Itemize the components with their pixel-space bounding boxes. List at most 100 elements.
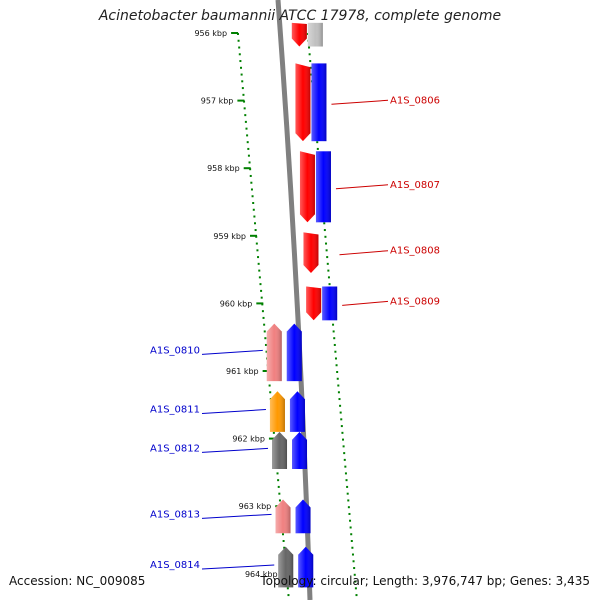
tick-mark — [256, 302, 264, 305]
tick-dot — [246, 134, 249, 137]
tick-dot — [308, 53, 311, 56]
gene-A1S_0808[interactable]: A1S_0808 — [303, 232, 440, 273]
gene-arrow-shade — [266, 323, 282, 382]
tick-dot — [333, 343, 336, 346]
gene-A1S_0813[interactable]: A1S_0813 — [150, 499, 311, 534]
tick-dot — [252, 202, 255, 204]
tick-dot — [344, 472, 347, 475]
tick-dot — [337, 384, 340, 387]
gene-label[interactable]: A1S_0810 — [150, 345, 200, 356]
tick-dot — [252, 208, 255, 211]
tick-dot — [334, 350, 337, 353]
gene-label-line — [342, 300, 389, 306]
tick-dot — [248, 161, 251, 164]
gene-A1S_0809[interactable]: A1S_0809 — [306, 286, 440, 321]
tick-dot — [254, 229, 257, 232]
tick-mark — [243, 167, 251, 170]
tick-dot — [254, 222, 257, 225]
tick-dot — [351, 546, 354, 549]
gene-A1S_0814[interactable]: A1S_0814 — [150, 546, 314, 588]
gene-label-line — [201, 513, 272, 519]
tick-marks: 956 kbp 957 kbp 958 kbp 959 kbp 960 kbp 961 k… — [194, 29, 289, 579]
gene-A1S_0811[interactable]: A1S_0811 — [150, 391, 305, 432]
tick-mark — [237, 99, 245, 102]
tick-dot — [237, 39, 240, 42]
tick-dot — [265, 350, 268, 353]
tick-dot — [250, 188, 253, 191]
tick-dot — [263, 323, 266, 326]
gene-arrow-shade — [286, 323, 302, 382]
tick-dot — [240, 73, 243, 76]
tick-dot — [327, 276, 330, 279]
genome-title: Acinetobacter baumannii ATCC 17978, comp… — [98, 8, 502, 24]
tick-dot — [262, 316, 265, 319]
gene-A1S_0806[interactable]: A1S_0806 — [295, 63, 440, 142]
tick-dot — [256, 249, 259, 252]
gene-label-line — [331, 99, 389, 105]
gene-A1S_0810[interactable]: A1S_0810 — [150, 323, 302, 382]
gene-arrow-shade — [291, 22, 307, 47]
tick-dot — [244, 120, 247, 123]
tick-dot — [309, 60, 312, 63]
gene-label[interactable]: A1S_0808 — [390, 246, 440, 257]
tick-dot — [328, 283, 331, 286]
accession-label: Accession: NC_009085 — [9, 574, 146, 588]
gene-track-shade — [322, 286, 338, 321]
tick-dot — [246, 141, 249, 144]
tick-dot — [345, 479, 348, 482]
tick-dot — [323, 222, 326, 225]
tick-dot — [257, 256, 260, 259]
tick-dot — [334, 357, 337, 360]
tick-dot — [263, 330, 266, 333]
tick-dot — [282, 540, 285, 542]
tick-dot — [261, 310, 264, 313]
tick-dot — [342, 438, 345, 441]
tick-dot — [347, 499, 350, 502]
gene-A1S_0807[interactable]: A1S_0807 — [299, 151, 440, 223]
gene-label[interactable]: A1S_0812 — [150, 443, 200, 454]
tick-dot — [342, 445, 345, 448]
gene-label[interactable]: A1S_0807 — [390, 180, 440, 191]
tick-dot — [264, 337, 267, 340]
tick-dot — [333, 337, 336, 340]
tick-label: 956 kbp — [194, 29, 227, 38]
gene-unnamed[interactable] — [291, 22, 323, 47]
tick-dot — [268, 384, 271, 387]
tick-label: 963 kbp — [239, 502, 272, 511]
tick-dot — [341, 431, 344, 434]
tick-dot — [278, 499, 281, 502]
tick-dot — [326, 262, 329, 265]
gene-label[interactable]: A1S_0814 — [150, 560, 200, 571]
gene-label-line — [201, 349, 263, 355]
gene-arrow-shade — [272, 431, 288, 470]
tick-dot — [332, 323, 335, 326]
tick-dot — [340, 418, 343, 421]
tick-dot — [243, 107, 246, 110]
tick-dot — [339, 404, 342, 407]
gene-A1S_0812[interactable]: A1S_0812 — [150, 431, 308, 470]
tick-dot — [286, 587, 289, 590]
tick-dot — [255, 242, 258, 245]
tick-dot — [336, 377, 339, 380]
gene-label[interactable]: A1S_0811 — [150, 405, 200, 416]
tick-dot — [316, 147, 319, 150]
gene-label-line — [335, 184, 389, 190]
tick-dot — [281, 533, 284, 536]
gene-arrow-shade — [295, 63, 311, 142]
tick-dot — [325, 242, 328, 245]
gene-label-line — [201, 409, 266, 415]
tick-label: 961 kbp — [226, 367, 259, 376]
tick-dot — [350, 540, 353, 542]
gene-label[interactable]: A1S_0813 — [150, 509, 200, 520]
tick-label: 957 kbp — [201, 97, 234, 106]
gene-label[interactable]: A1S_0806 — [390, 95, 440, 106]
tick-dot — [352, 560, 355, 563]
tick-mark — [231, 32, 239, 34]
tick-dot — [249, 174, 252, 177]
gene-label[interactable]: A1S_0809 — [390, 296, 440, 307]
tick-dot — [241, 80, 244, 83]
gene-arrow-shade — [275, 499, 291, 534]
tick-dot — [309, 66, 312, 69]
tick-dot — [335, 364, 338, 367]
